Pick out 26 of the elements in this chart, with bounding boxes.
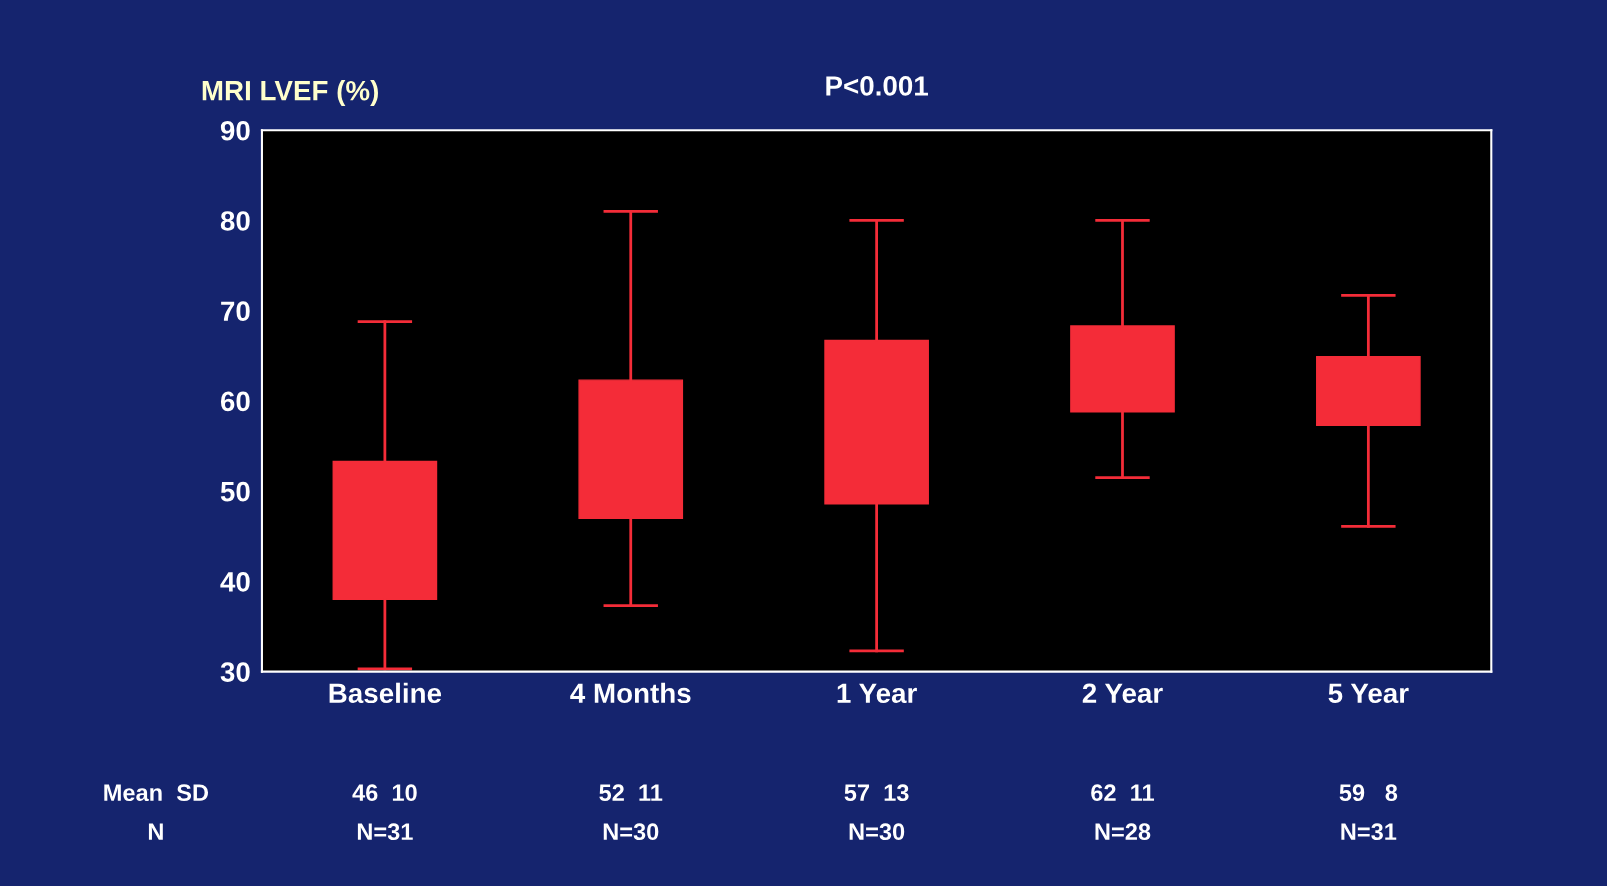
text: N=30 (603, 823, 659, 841)
text: 46 10 (352, 784, 417, 802)
text: Mean SD (104, 784, 209, 802)
y-tick-label: 60 (220, 391, 250, 412)
chart-title: P<0.001 (826, 76, 928, 96)
text: 59 8 (1339, 784, 1398, 802)
y-axis-title: MRI LVEF (%) (202, 80, 378, 106)
x-tick-label: 5 Year (1328, 683, 1409, 704)
x-tick-label: 2 Year (1082, 683, 1163, 704)
text: N=31 (357, 823, 413, 841)
text: 52 11 (599, 784, 663, 802)
y-tick-label: 70 (221, 301, 250, 322)
y-tick-label: 80 (220, 211, 250, 231)
y-tick-label: 50 (220, 481, 250, 502)
y-tick-label: 90 (220, 120, 250, 141)
x-tick-label: 1 Year (837, 683, 917, 704)
x-tick-label: Baseline (329, 682, 442, 704)
text: N=28 (1095, 823, 1151, 841)
text: N=31 (1341, 823, 1397, 841)
y-tick-label: 30 (220, 662, 250, 682)
text: 62 11 (1091, 784, 1155, 802)
x-tick-label: 4 Months (570, 682, 691, 704)
text: N (148, 823, 163, 840)
text: 57 13 (844, 784, 909, 802)
text: N=30 (849, 823, 905, 841)
y-tick-label: 40 (220, 572, 250, 592)
